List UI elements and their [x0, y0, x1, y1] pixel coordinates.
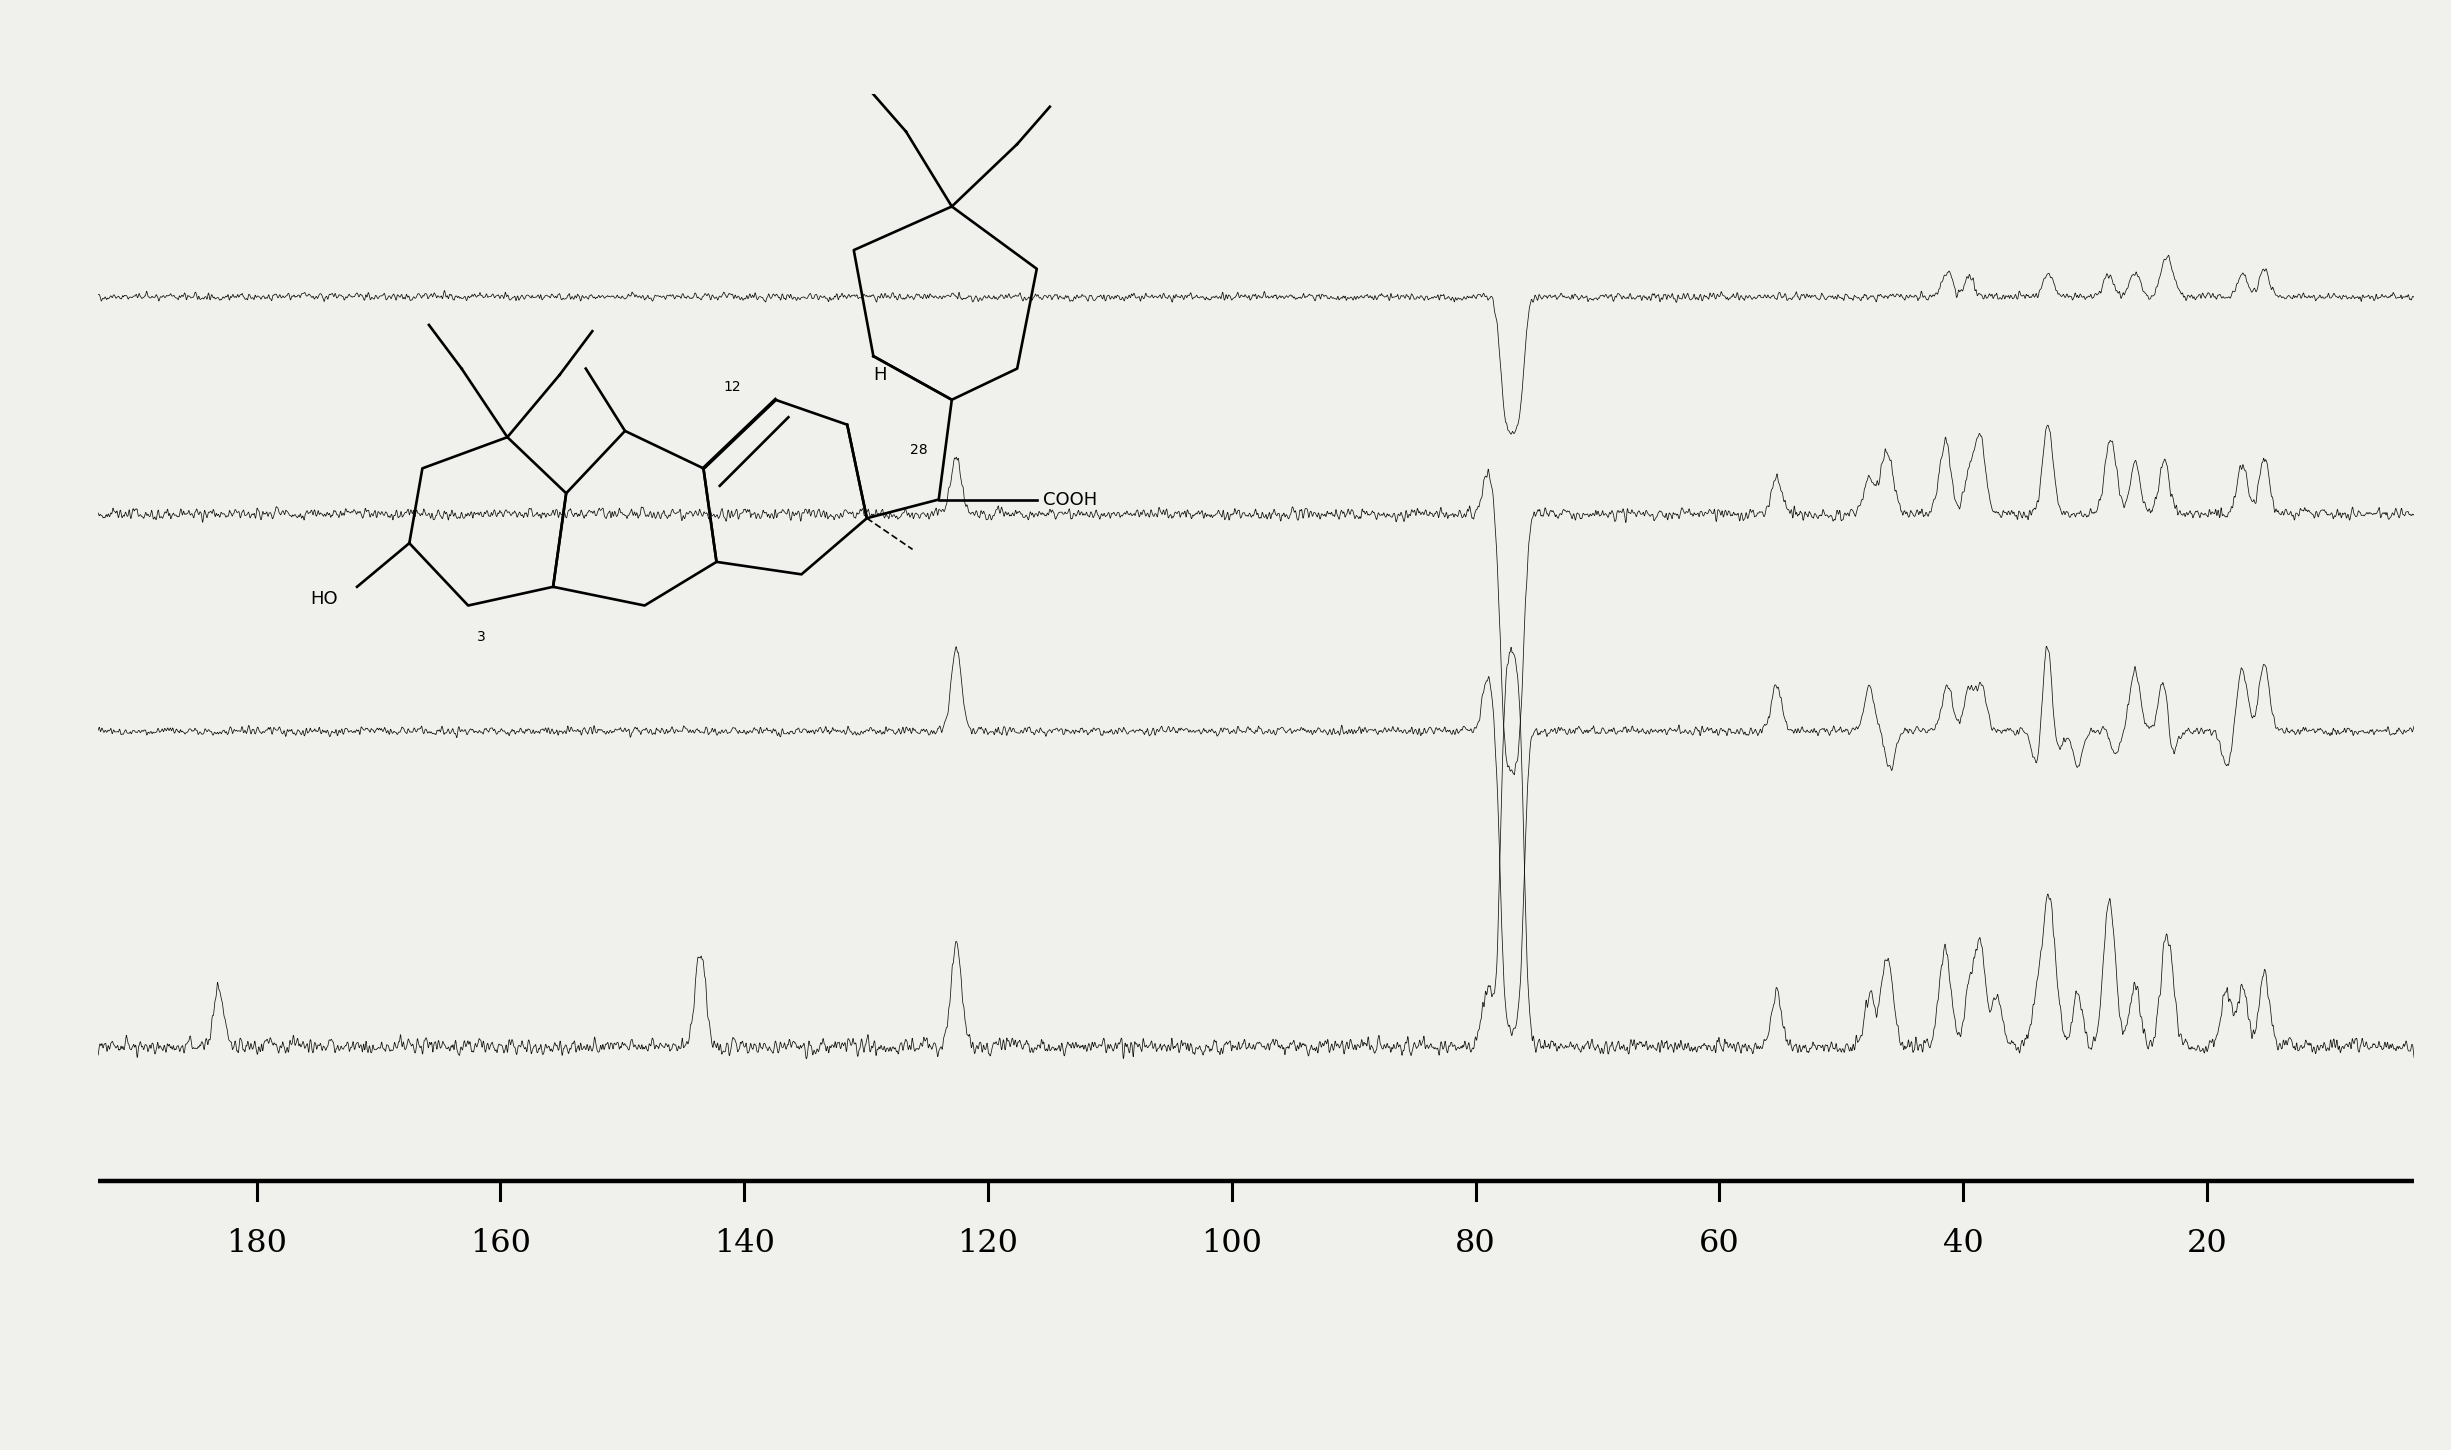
- Text: COOH: COOH: [1044, 490, 1098, 509]
- Text: HO: HO: [309, 590, 338, 609]
- Text: 40: 40: [1944, 1228, 1983, 1260]
- Text: 140: 140: [713, 1228, 775, 1260]
- Text: 28: 28: [909, 442, 929, 457]
- Text: 60: 60: [1699, 1228, 1740, 1260]
- Text: 20: 20: [2186, 1228, 2228, 1260]
- Text: H: H: [873, 365, 887, 384]
- Text: 12: 12: [723, 380, 740, 394]
- Text: 160: 160: [471, 1228, 532, 1260]
- Text: 180: 180: [225, 1228, 287, 1260]
- Text: 80: 80: [1456, 1228, 1495, 1260]
- Text: 3: 3: [478, 629, 485, 644]
- Text: 120: 120: [958, 1228, 1020, 1260]
- Text: 100: 100: [1201, 1228, 1262, 1260]
